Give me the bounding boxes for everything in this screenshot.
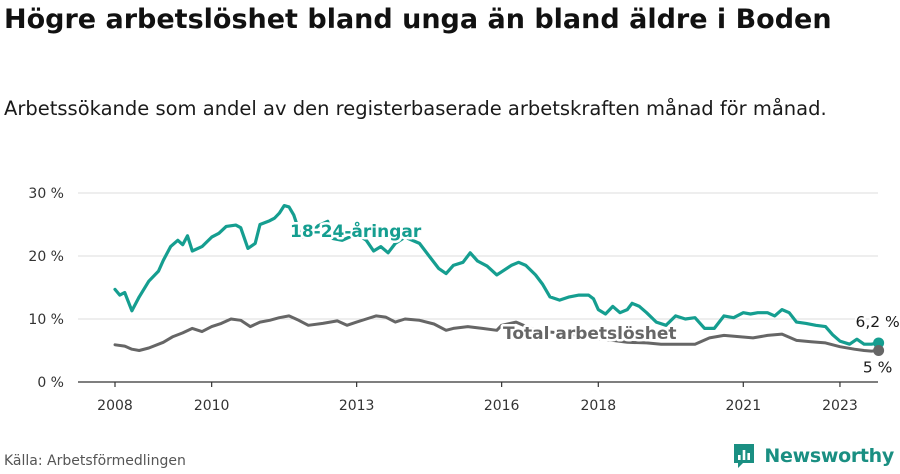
brand-logo: Newsworthy (732, 442, 894, 470)
endpoint-total (873, 345, 885, 356)
end-label-youth: 6,2 % (855, 313, 899, 331)
x-tick-label: 2010 (194, 398, 230, 414)
endpoint-youth (873, 337, 885, 349)
x-tick-label: 2023 (822, 398, 858, 414)
y-tick-label: 30 % (28, 186, 64, 202)
chart-labels: 18-24-åringar Total arbetslöshet 6,2 % 5 % (288, 218, 900, 379)
chart-grid (78, 192, 878, 383)
x-tick-label: 2016 (484, 398, 520, 414)
page-title: Högre arbetslöshet bland unga än bland ä… (4, 4, 832, 35)
line-chart: 0 % 10 % 20 % 30 % 2008 2010 2013 2016 2018 2021… (28, 186, 900, 414)
brand-name: Newsworthy (764, 445, 894, 467)
y-tick-label: 10 % (28, 312, 64, 328)
end-label-total: 5 % (863, 359, 893, 377)
x-tick-label: 2021 (725, 398, 761, 414)
x-tick-label: 2013 (339, 398, 375, 414)
series-label-total: Total arbetslöshet (503, 324, 677, 344)
x-tick-label: 2008 (97, 398, 133, 414)
page-subtitle: Arbetssökande som andel av den registerb… (4, 97, 827, 120)
y-tick-label: 0 % (37, 375, 64, 391)
y-axis: 0 % 10 % 20 % 30 % (28, 186, 64, 391)
chart-series (113, 204, 881, 353)
newsworthy-logo-icon (734, 444, 755, 468)
x-axis: 2008 2010 2013 2016 2018 2021 2023 (97, 382, 858, 414)
series-label-youth: 18-24-åringar (290, 220, 422, 242)
series-line-total (113, 314, 881, 353)
source-note: Källa: Arbetsförmedlingen (4, 453, 186, 469)
x-tick-label: 2018 (580, 398, 616, 414)
series-line-youth (113, 204, 881, 346)
y-tick-label: 20 % (28, 249, 64, 265)
